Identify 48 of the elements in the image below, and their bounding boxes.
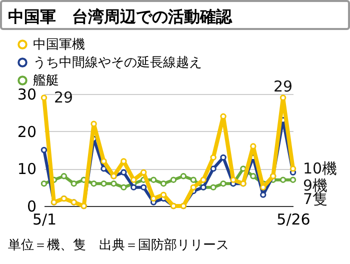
point bbox=[70, 180, 77, 187]
point bbox=[210, 184, 216, 190]
point bbox=[230, 176, 236, 183]
point bbox=[170, 176, 177, 183]
point bbox=[180, 173, 187, 180]
point bbox=[40, 146, 48, 154]
point bbox=[160, 180, 167, 187]
point bbox=[280, 94, 286, 101]
point bbox=[150, 176, 157, 183]
legend-label: うち中間線やその延長線越え bbox=[33, 56, 202, 70]
point bbox=[130, 176, 137, 183]
point bbox=[120, 169, 127, 176]
text: 単位＝機、隻 出典＝国防部リリース bbox=[8, 237, 229, 254]
point bbox=[100, 180, 107, 187]
y-tick-label: 20 bbox=[17, 122, 36, 141]
point bbox=[130, 184, 137, 190]
point bbox=[200, 176, 206, 183]
y-tick-label: 30 bbox=[17, 86, 36, 104]
point bbox=[140, 184, 147, 190]
point bbox=[60, 173, 68, 180]
x-tick-label: 5/1 bbox=[32, 210, 57, 228]
data-label: 29 bbox=[273, 78, 293, 96]
point bbox=[220, 154, 226, 161]
point bbox=[100, 158, 107, 164]
point bbox=[100, 166, 107, 172]
point bbox=[210, 154, 216, 161]
chart-title: 中国軍 台湾周辺での活動確認 bbox=[0, 0, 350, 30]
point bbox=[90, 180, 97, 187]
legend-label: 艦艇 bbox=[33, 74, 59, 88]
x-tick-label: 5/26 bbox=[276, 210, 310, 228]
point bbox=[290, 176, 296, 183]
point bbox=[250, 173, 256, 180]
legend-label: 中国軍機 bbox=[33, 38, 85, 52]
point bbox=[290, 166, 296, 172]
point bbox=[40, 180, 48, 187]
point bbox=[210, 166, 216, 172]
data-label: 10機 bbox=[303, 160, 338, 178]
point bbox=[220, 180, 226, 187]
point bbox=[120, 184, 127, 190]
point bbox=[40, 94, 48, 101]
point bbox=[150, 195, 157, 202]
point bbox=[280, 176, 286, 183]
point bbox=[190, 176, 196, 183]
y-tick-label: 10 bbox=[17, 160, 36, 178]
point bbox=[190, 184, 196, 190]
point bbox=[160, 192, 167, 198]
data-label: 29 bbox=[54, 88, 74, 107]
point bbox=[110, 180, 117, 187]
